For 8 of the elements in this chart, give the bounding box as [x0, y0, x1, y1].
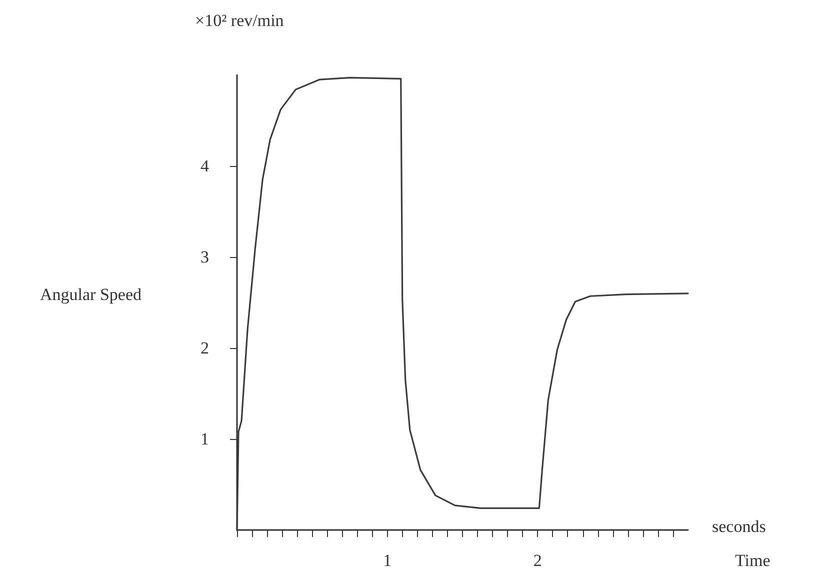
y-axis-title: Angular Speed [40, 285, 142, 304]
y-tick-label: 1 [200, 430, 209, 448]
y-tick-label: 3 [200, 248, 209, 266]
x-axis-title: Time [735, 551, 770, 570]
y-tick-label: 2 [200, 338, 209, 358]
text: seconds [712, 517, 766, 536]
y-tick-label: 4 [200, 156, 210, 176]
text: ×10² rev/min [195, 11, 284, 30]
